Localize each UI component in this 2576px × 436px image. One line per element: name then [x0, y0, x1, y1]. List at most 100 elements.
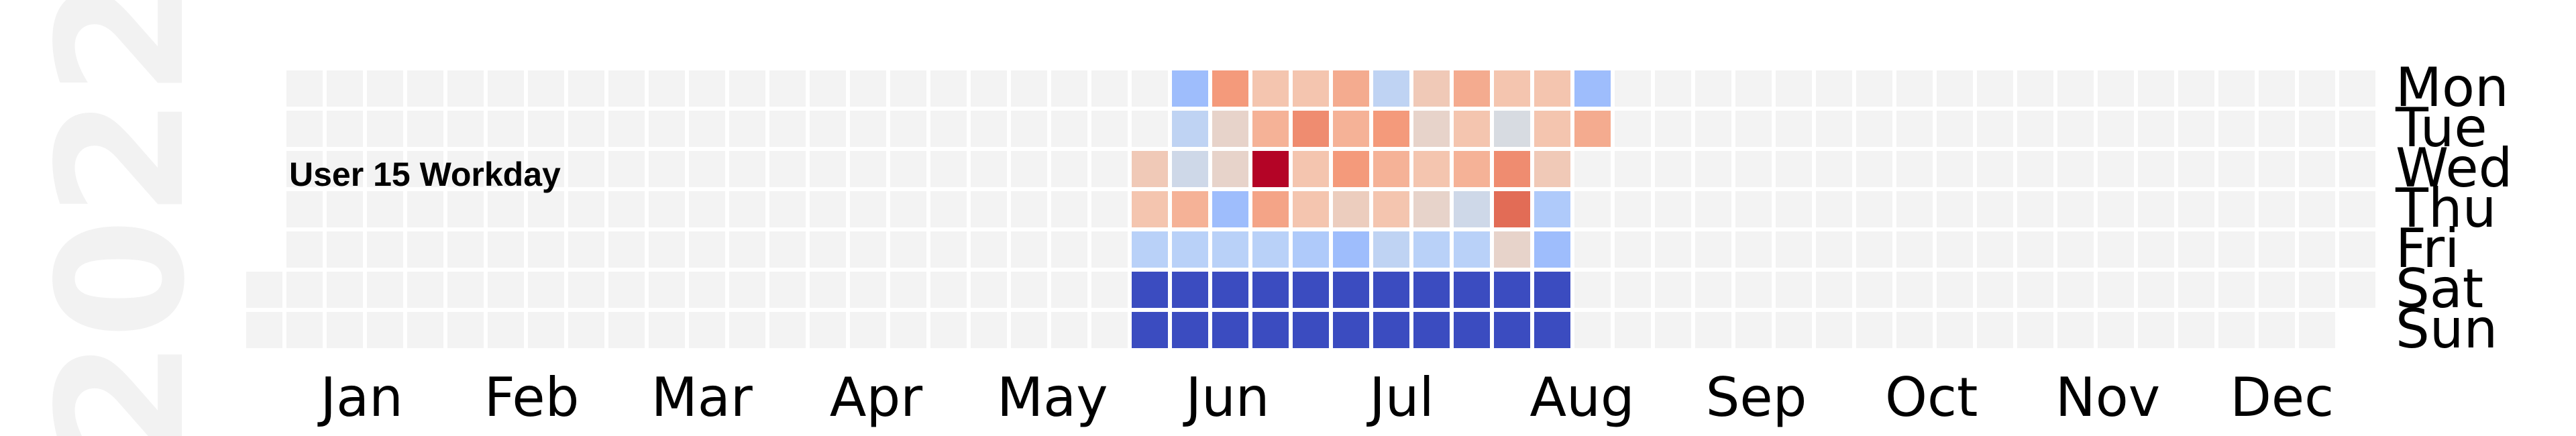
empty-day: [649, 151, 685, 187]
empty-day: [1816, 70, 1852, 107]
empty-day: [528, 191, 564, 227]
day-cell: [1252, 272, 1289, 308]
empty-day: [327, 151, 363, 187]
day-cell: [1333, 191, 1369, 227]
empty-day: [2218, 312, 2255, 348]
day-cell: [1494, 191, 1530, 227]
month-label: Nov: [2055, 366, 2160, 429]
day-cell: [1293, 70, 1329, 107]
empty-day: [608, 111, 645, 147]
empty-day: [2178, 312, 2214, 348]
weekday-label: Mon: [2396, 56, 2509, 119]
empty-day: [769, 111, 806, 147]
empty-day: [2178, 151, 2214, 187]
year-label: 2022: [21, 0, 223, 436]
empty-day: [971, 151, 1007, 187]
empty-day: [286, 231, 323, 268]
empty-day: [1091, 231, 1128, 268]
day-cell: [1413, 312, 1450, 348]
day-cell: [1534, 70, 1570, 107]
empty-day: [971, 70, 1007, 107]
empty-day: [1615, 191, 1651, 227]
empty-day: [649, 191, 685, 227]
empty-day: [407, 191, 443, 227]
empty-day: [729, 191, 765, 227]
empty-day: [971, 272, 1007, 308]
empty-day: [246, 272, 282, 308]
empty-day: [1132, 70, 1168, 107]
empty-day: [528, 111, 564, 147]
empty-day: [2259, 70, 2295, 107]
empty-day: [2138, 70, 2174, 107]
empty-day: [1937, 70, 1973, 107]
day-cell: [1212, 231, 1248, 268]
day-cell: [1494, 231, 1530, 268]
empty-day: [930, 231, 967, 268]
empty-day: [608, 272, 645, 308]
empty-day: [327, 111, 363, 147]
day-cell: [1293, 111, 1329, 147]
empty-day: [367, 111, 403, 147]
day-cell: [1534, 191, 1570, 227]
empty-day: [286, 272, 323, 308]
empty-day: [1896, 111, 1933, 147]
empty-day: [2339, 231, 2375, 268]
empty-day: [407, 312, 443, 348]
empty-day: [528, 231, 564, 268]
month-label: Dec: [2230, 366, 2334, 429]
chart-title: User 15 Workday: [289, 156, 561, 193]
empty-day: [2178, 272, 2214, 308]
day-cell: [1333, 312, 1369, 348]
empty-day: [1615, 312, 1651, 348]
empty-day: [447, 191, 484, 227]
empty-day: [2057, 70, 2094, 107]
empty-day: [1776, 151, 1812, 187]
empty-day: [810, 191, 846, 227]
empty-day: [1937, 151, 1973, 187]
empty-day: [2057, 111, 2094, 147]
empty-day: [1937, 231, 1973, 268]
empty-day: [2057, 191, 2094, 227]
empty-day: [1735, 312, 1772, 348]
day-cell: [1373, 272, 1409, 308]
empty-day: [689, 191, 725, 227]
empty-day: [1977, 111, 2013, 147]
day-cell: [1494, 70, 1530, 107]
empty-day: [2299, 272, 2335, 308]
day-cell: [1333, 151, 1369, 187]
empty-day: [1655, 312, 1691, 348]
empty-day: [1615, 272, 1651, 308]
empty-day: [1132, 111, 1168, 147]
empty-day: [2178, 111, 2214, 147]
day-cell: [1333, 111, 1369, 147]
empty-day: [1816, 272, 1852, 308]
empty-day: [971, 191, 1007, 227]
empty-day: [286, 70, 323, 107]
empty-day: [890, 151, 926, 187]
empty-day: [1615, 70, 1651, 107]
empty-day: [2138, 272, 2174, 308]
empty-day: [1091, 191, 1128, 227]
day-cell: [1494, 151, 1530, 187]
day-cell: [1454, 312, 1490, 348]
empty-day: [1816, 312, 1852, 348]
empty-day: [367, 191, 403, 227]
empty-day: [2178, 191, 2214, 227]
day-cell: [1454, 272, 1490, 308]
empty-day: [1011, 151, 1047, 187]
empty-day: [1816, 231, 1852, 268]
empty-day: [367, 151, 403, 187]
day-cell: [1212, 272, 1248, 308]
empty-day: [1574, 151, 1611, 187]
empty-day: [1896, 231, 1933, 268]
empty-day: [1011, 272, 1047, 308]
empty-day: [528, 151, 564, 187]
empty-day: [1977, 151, 2013, 187]
day-cell: [1172, 312, 1208, 348]
empty-day: [246, 312, 282, 348]
day-cell: [1534, 231, 1570, 268]
empty-day: [528, 272, 564, 308]
empty-day: [2218, 272, 2255, 308]
day-cell: [1574, 111, 1611, 147]
month-label: Oct: [1885, 366, 1978, 429]
